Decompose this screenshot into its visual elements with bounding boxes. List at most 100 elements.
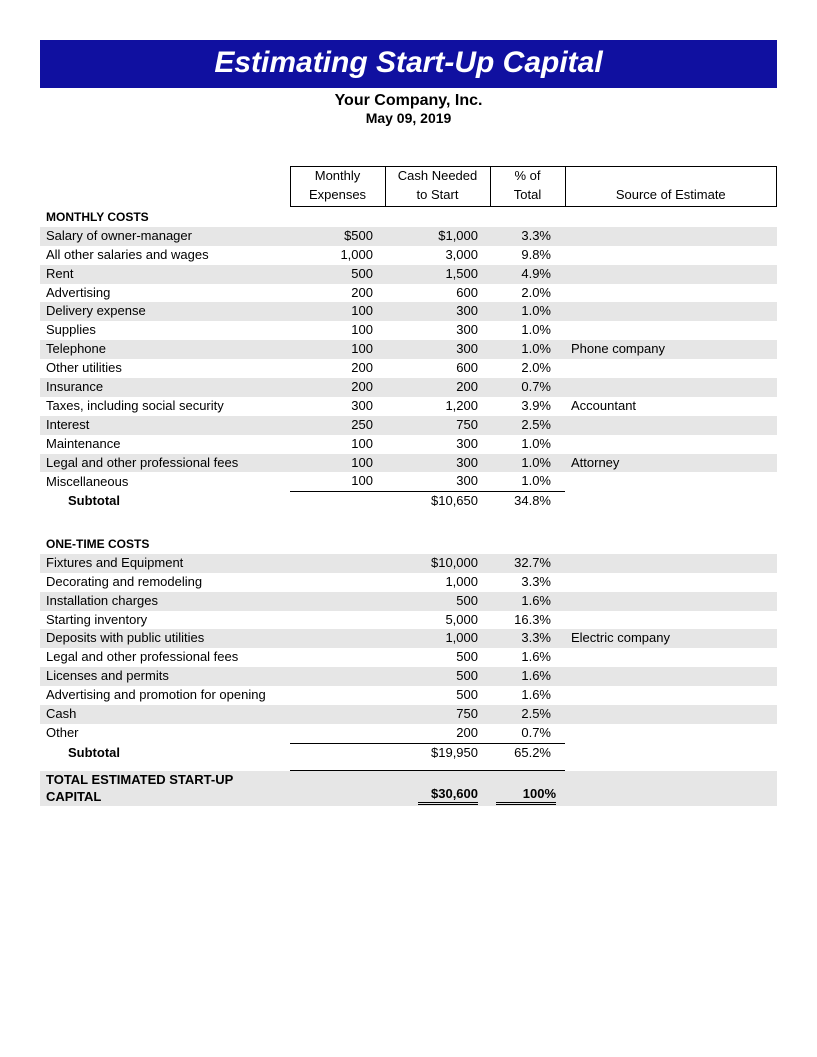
table-row: Delivery expense1003001.0% xyxy=(40,302,777,321)
col-pct-2: Total xyxy=(490,186,565,206)
table-row: Salary of owner-manager$500$1,0003.3% xyxy=(40,227,777,246)
row-pct: 2.5% xyxy=(490,705,565,724)
table-row: Miscellaneous1003001.0% xyxy=(40,472,777,491)
row-monthly: 100 xyxy=(290,321,385,340)
row-cash: 300 xyxy=(385,435,490,454)
row-label: Other utilities xyxy=(40,359,290,378)
table-row: Starting inventory5,00016.3% xyxy=(40,611,777,630)
row-cash: 1,000 xyxy=(385,573,490,592)
monthly-subtotal-cash: $10,650 xyxy=(385,492,490,511)
row-pct: 16.3% xyxy=(490,611,565,630)
onetime-subtotal-cash: $19,950 xyxy=(385,743,490,762)
row-source xyxy=(565,265,777,284)
table-row: Legal and other professional fees5001.6% xyxy=(40,648,777,667)
row-source: Electric company xyxy=(565,629,777,648)
row-cash: 600 xyxy=(385,284,490,303)
row-cash: $1,000 xyxy=(385,227,490,246)
monthly-costs-heading: MONTHLY COSTS xyxy=(40,206,290,227)
table-row: Other utilities2006002.0% xyxy=(40,359,777,378)
row-cash: 500 xyxy=(385,686,490,705)
row-pct: 1.0% xyxy=(490,340,565,359)
row-pct: 2.0% xyxy=(490,359,565,378)
row-pct: 3.3% xyxy=(490,227,565,246)
row-source xyxy=(565,378,777,397)
row-pct: 9.8% xyxy=(490,246,565,265)
row-source xyxy=(565,724,777,743)
row-pct: 1.0% xyxy=(490,472,565,491)
row-source xyxy=(565,573,777,592)
table-row: Advertising and promotion for opening500… xyxy=(40,686,777,705)
row-monthly: $500 xyxy=(290,227,385,246)
row-source: Phone company xyxy=(565,340,777,359)
row-cash: 300 xyxy=(385,454,490,473)
onetime-subtotal-pct: 65.2% xyxy=(490,743,565,762)
row-source xyxy=(565,435,777,454)
table-row: Taxes, including social security3001,200… xyxy=(40,397,777,416)
table-row: Fixtures and Equipment$10,00032.7% xyxy=(40,554,777,573)
row-label: Decorating and remodeling xyxy=(40,573,290,592)
col-monthly-2: Expenses xyxy=(290,186,385,206)
total-pct: 100% xyxy=(490,771,565,807)
row-pct: 2.5% xyxy=(490,416,565,435)
row-monthly: 1,000 xyxy=(290,246,385,265)
row-pct: 1.6% xyxy=(490,592,565,611)
column-header-row1: Monthly Cash Needed % of xyxy=(40,167,777,186)
row-monthly xyxy=(290,611,385,630)
table-row: Licenses and permits5001.6% xyxy=(40,667,777,686)
row-cash: 200 xyxy=(385,724,490,743)
row-pct: 2.0% xyxy=(490,284,565,303)
row-source xyxy=(565,227,777,246)
row-cash: 200 xyxy=(385,378,490,397)
row-cash: 500 xyxy=(385,592,490,611)
row-monthly: 500 xyxy=(290,265,385,284)
row-cash: 300 xyxy=(385,302,490,321)
table-row: Legal and other professional fees1003001… xyxy=(40,454,777,473)
row-cash: 3,000 xyxy=(385,246,490,265)
total-label: TOTAL ESTIMATED START-UP CAPITAL xyxy=(40,771,290,807)
company-name: Your Company, Inc. xyxy=(40,92,777,110)
row-label: Interest xyxy=(40,416,290,435)
row-pct: 1.0% xyxy=(490,454,565,473)
table-row: All other salaries and wages1,0003,0009.… xyxy=(40,246,777,265)
row-pct: 1.6% xyxy=(490,667,565,686)
column-header-row2: Expenses to Start Total Source of Estima… xyxy=(40,186,777,206)
row-pct: 0.7% xyxy=(490,378,565,397)
row-monthly xyxy=(290,629,385,648)
row-monthly: 100 xyxy=(290,454,385,473)
row-label: Advertising xyxy=(40,284,290,303)
row-source xyxy=(565,359,777,378)
row-label: Miscellaneous xyxy=(40,472,290,491)
row-cash: 500 xyxy=(385,648,490,667)
row-monthly: 100 xyxy=(290,340,385,359)
total-cash: $30,600 xyxy=(385,771,490,807)
col-cash-2: to Start xyxy=(385,186,490,206)
row-label: Legal and other professional fees xyxy=(40,648,290,667)
row-cash: 300 xyxy=(385,321,490,340)
row-monthly: 250 xyxy=(290,416,385,435)
row-cash: 1,000 xyxy=(385,629,490,648)
row-monthly xyxy=(290,667,385,686)
row-label: Maintenance xyxy=(40,435,290,454)
row-cash: 750 xyxy=(385,705,490,724)
row-label: Deposits with public utilities xyxy=(40,629,290,648)
onetime-subtotal-label: Subtotal xyxy=(40,743,290,762)
row-source xyxy=(565,686,777,705)
row-cash: 500 xyxy=(385,667,490,686)
row-monthly: 200 xyxy=(290,284,385,303)
row-cash: $10,000 xyxy=(385,554,490,573)
company-block: Your Company, Inc. May 09, 2019 xyxy=(40,92,777,126)
monthly-subtotal-row: Subtotal $10,650 34.8% xyxy=(40,492,777,511)
row-cash: 600 xyxy=(385,359,490,378)
onetime-costs-heading: ONE-TIME COSTS xyxy=(40,533,290,554)
capital-table: Monthly Cash Needed % of Expenses to Sta… xyxy=(40,166,777,806)
row-cash: 300 xyxy=(385,340,490,359)
row-monthly xyxy=(290,592,385,611)
row-pct: 3.9% xyxy=(490,397,565,416)
row-monthly xyxy=(290,573,385,592)
row-pct: 3.3% xyxy=(490,573,565,592)
row-monthly xyxy=(290,554,385,573)
row-source xyxy=(565,705,777,724)
table-row: Telephone1003001.0%Phone company xyxy=(40,340,777,359)
row-label: Rent xyxy=(40,265,290,284)
section-heading-onetime: ONE-TIME COSTS xyxy=(40,533,777,554)
